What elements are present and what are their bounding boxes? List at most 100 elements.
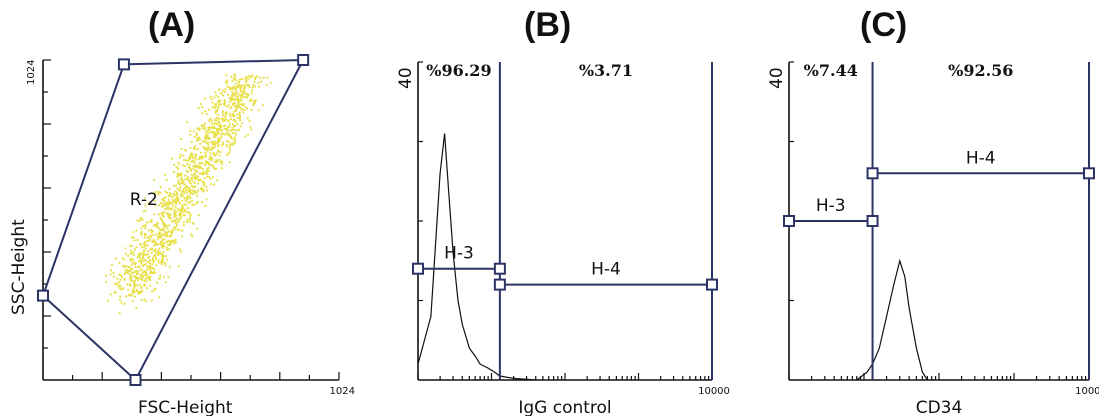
scatter-point <box>142 210 145 213</box>
scatter-point <box>174 205 177 208</box>
scatter-point <box>160 244 163 247</box>
scatter-point <box>179 154 182 157</box>
panel-b-title: (B) <box>524 6 572 44</box>
scatter-point <box>175 210 178 213</box>
scatter-point <box>109 293 112 296</box>
scatter-point <box>162 275 165 278</box>
scatter-point <box>238 111 241 114</box>
scatter-point <box>222 143 225 146</box>
scatter-point <box>129 249 132 252</box>
scatter-point <box>145 280 148 283</box>
scatter-point <box>189 133 192 136</box>
scatter-point <box>213 183 216 186</box>
scatter-point <box>204 164 207 167</box>
scatter-point <box>133 239 136 242</box>
scatter-point <box>218 137 221 140</box>
scatter-point <box>144 274 147 277</box>
scatter-point <box>250 108 253 112</box>
scatter-point <box>182 224 185 227</box>
scatter-point <box>262 76 265 79</box>
scatter-point <box>204 127 207 130</box>
panel-a-gate-handle <box>297 54 310 66</box>
scatter-point <box>128 293 131 296</box>
panel-a-x-max-label: 1024 <box>330 386 355 397</box>
scatter-point <box>171 228 174 232</box>
scatter-point <box>168 240 172 243</box>
scatter-point <box>260 80 263 83</box>
scatter-point <box>129 284 132 287</box>
scatter-point <box>207 166 210 170</box>
scatter-point <box>159 229 162 232</box>
scatter-point <box>135 288 138 291</box>
scatter-point <box>162 199 165 202</box>
scatter-point <box>252 103 255 107</box>
scatter-point <box>210 123 213 126</box>
scatter-point <box>216 141 219 144</box>
scatter-point <box>214 91 217 94</box>
scatter-point <box>163 238 166 241</box>
scatter-point <box>265 83 269 86</box>
scatter-point <box>191 179 194 182</box>
scatter-point <box>148 268 151 271</box>
scatter-point <box>246 107 249 110</box>
scatter-point <box>231 103 235 106</box>
scatter-point <box>179 216 182 219</box>
scatter-point <box>142 250 145 253</box>
scatter-point <box>170 219 173 223</box>
scatter-point <box>225 74 228 77</box>
scatter-point <box>173 228 177 231</box>
scatter-point <box>205 175 209 178</box>
scatter-point <box>205 113 208 116</box>
scatter-point <box>226 105 229 108</box>
scatter-point <box>169 195 172 198</box>
scatter-point <box>166 248 169 251</box>
scatter-point <box>157 259 160 262</box>
scatter-point <box>154 258 158 261</box>
scatter-point <box>152 249 155 252</box>
scatter-point <box>167 212 170 215</box>
scatter-point <box>154 271 157 274</box>
scatter-point <box>143 240 147 243</box>
scatter-point <box>234 82 237 85</box>
scatter-point <box>110 263 113 266</box>
scatter-point <box>165 211 168 214</box>
scatter-point <box>233 74 236 77</box>
scatter-point <box>225 118 228 121</box>
scatter-point <box>193 177 196 180</box>
scatter-point <box>189 130 192 133</box>
scatter-point <box>154 248 157 251</box>
scatter-point <box>222 114 225 117</box>
scatter-point <box>231 88 234 91</box>
scatter-point <box>148 276 151 279</box>
scatter-point <box>185 211 189 214</box>
scatter-point <box>235 108 238 111</box>
scatter-point <box>158 236 161 239</box>
scatter-point <box>167 230 170 233</box>
scatter-point <box>197 214 200 217</box>
scatter-point <box>153 178 156 181</box>
scatter-point <box>186 176 190 179</box>
scatter-point <box>173 215 176 218</box>
scatter-point <box>236 116 239 119</box>
scatter-point <box>166 258 169 261</box>
scatter-point <box>173 163 176 166</box>
scatter-point <box>235 94 238 97</box>
scatter-point <box>217 117 220 120</box>
scatter-point <box>109 269 113 272</box>
scatter-point <box>190 233 193 236</box>
scatter-point <box>165 202 168 205</box>
scatter-point <box>170 208 173 211</box>
scatter-point <box>136 279 139 282</box>
scatter-point <box>244 77 247 80</box>
scatter-point <box>202 188 205 191</box>
scatter-point <box>164 173 167 176</box>
scatter-point <box>246 83 249 86</box>
scatter-point <box>150 248 153 251</box>
scatter-point <box>135 229 138 232</box>
scatter-point <box>184 148 187 151</box>
scatter-point <box>217 137 220 140</box>
scatter-point <box>210 148 214 151</box>
scatter-point <box>176 228 179 231</box>
scatter-point <box>191 174 194 177</box>
scatter-point <box>172 199 175 202</box>
